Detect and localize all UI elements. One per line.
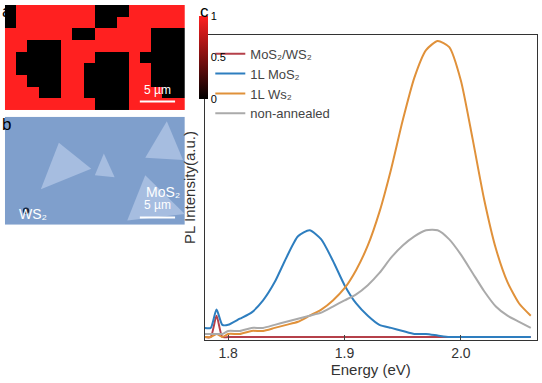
svg-text:1L MoS₂: 1L MoS₂ [250, 67, 299, 82]
svg-text:1.8: 1.8 [218, 345, 238, 361]
svg-text:1L Ws₂: 1L Ws₂ [250, 87, 291, 102]
svg-text:b: b [2, 115, 11, 134]
svg-text:5 µm: 5 µm [144, 198, 171, 212]
svg-text:non-annealed: non-annealed [250, 106, 330, 121]
svg-text:c: c [200, 2, 209, 21]
svg-text:WS₂: WS₂ [19, 206, 47, 222]
svg-text:a: a [2, 2, 12, 21]
svg-text:PL Intensity(a.u.): PL Intensity(a.u.) [181, 131, 198, 244]
svg-text:0: 0 [211, 93, 217, 105]
svg-text:0.5: 0.5 [211, 51, 226, 63]
svg-text:5 µm: 5 µm [144, 83, 171, 97]
svg-text:1: 1 [211, 10, 217, 22]
svg-text:Energy (eV): Energy (eV) [331, 361, 411, 378]
svg-text:1.9: 1.9 [335, 345, 355, 361]
svg-text:MoS₂: MoS₂ [146, 184, 180, 200]
svg-text:2.0: 2.0 [451, 345, 471, 361]
svg-text:MoS₂/WS₂: MoS₂/WS₂ [250, 47, 311, 62]
